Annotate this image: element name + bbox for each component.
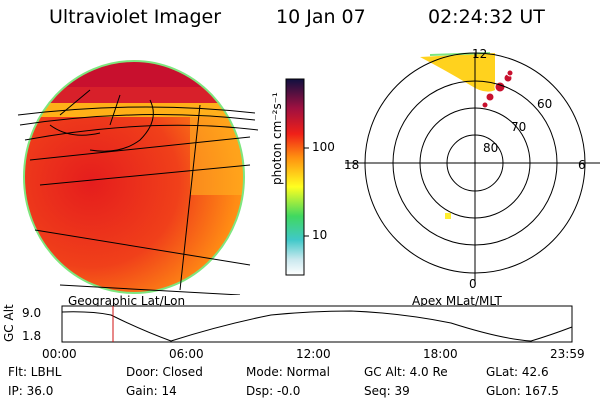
info-glon: GLon: 167.5: [486, 384, 559, 398]
polar-label-18: 18: [344, 158, 360, 172]
polar-lat-60: 60: [537, 97, 553, 111]
caption-geographic: Geographic Lat/Lon: [68, 294, 186, 308]
info-ip: IP: 36.0: [8, 384, 54, 398]
timeline-ymin: 1.8: [22, 329, 42, 343]
time-label: 02:24:32 UT: [428, 6, 545, 28]
timeline-ymax: 9.0: [22, 306, 42, 320]
polar-label-6: 6: [578, 158, 586, 172]
info-gcalt: GC Alt: 4.0 Re: [364, 365, 448, 379]
info-flt: Flt: LBHL: [8, 365, 62, 379]
colorbar-tick-10: 10: [312, 228, 328, 242]
polar-lat-80: 80: [483, 141, 499, 155]
info-door: Door: Closed: [126, 365, 203, 379]
timeline-xtick-0: 00:00: [42, 347, 77, 361]
info-gain: Gain: 14: [126, 384, 177, 398]
info-seq: Seq: 39: [364, 384, 410, 398]
polar-lat-70: 70: [511, 120, 527, 134]
polar-plot: [345, 52, 600, 285]
colorbar: [285, 78, 309, 276]
timeline-ylabel: GC Alt: [2, 304, 16, 342]
timeline-plot: [61, 305, 573, 343]
info-mode: Mode: Normal: [246, 365, 330, 379]
globe-image: [17, 60, 259, 295]
instrument-title: Ultraviolet Imager: [49, 6, 222, 28]
polar-label-0: 0: [469, 277, 477, 291]
timeline-xtick-3: 18:00: [423, 347, 458, 361]
polar-label-12: 12: [472, 47, 488, 61]
timeline-xtick-2: 12:00: [296, 347, 331, 361]
timeline-xtick-4: 23:59: [550, 347, 585, 361]
timeline-xtick-1: 06:00: [169, 347, 204, 361]
info-dsp: Dsp: -0.0: [246, 384, 301, 398]
caption-apex: Apex MLat/MLT: [412, 294, 502, 308]
info-glat: GLat: 42.6: [486, 365, 549, 379]
date-label: 10 Jan 07: [276, 6, 366, 28]
colorbar-label: photon cm⁻²s⁻¹: [270, 92, 284, 185]
colorbar-tick-100: 100: [312, 140, 335, 154]
